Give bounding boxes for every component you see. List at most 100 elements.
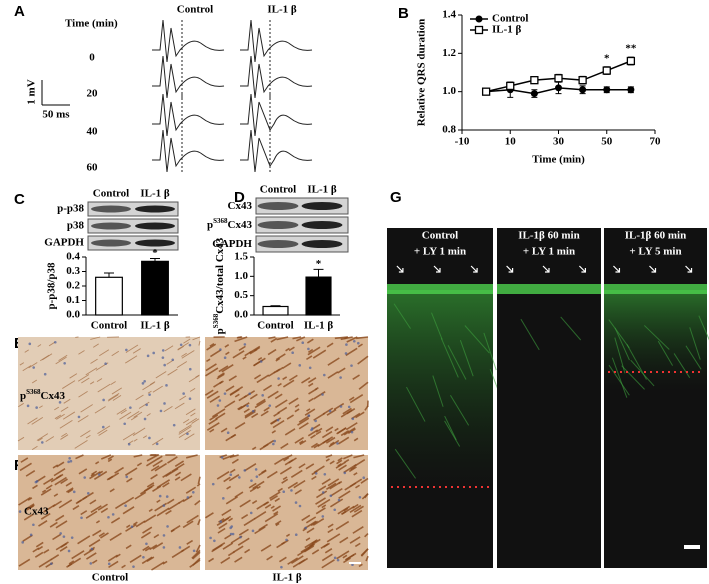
arrow <box>685 265 693 273</box>
blot-band <box>301 202 343 210</box>
texture <box>132 427 146 436</box>
texture <box>40 512 51 520</box>
texture <box>275 353 286 361</box>
texture <box>114 466 124 474</box>
texture <box>282 376 288 381</box>
texture <box>124 355 138 364</box>
ecg-trace <box>152 129 225 173</box>
time-row-label: 0 <box>89 52 95 64</box>
nucleus <box>83 476 87 479</box>
marker <box>578 76 587 85</box>
texture <box>321 559 335 569</box>
texture <box>93 343 99 348</box>
texture <box>220 556 231 564</box>
texture <box>329 498 344 508</box>
texture <box>267 348 277 356</box>
y-tick-label: 0.4 <box>66 251 80 263</box>
texture <box>264 503 272 509</box>
y-tick-label: 0.3 <box>66 265 80 277</box>
surface-signal <box>497 284 601 294</box>
texture <box>97 425 111 434</box>
texture <box>71 550 85 560</box>
texture <box>238 528 249 536</box>
texture <box>154 462 167 472</box>
texture <box>162 482 170 488</box>
texture <box>89 471 101 480</box>
texture <box>304 408 316 416</box>
texture <box>317 438 330 448</box>
texture <box>336 550 350 560</box>
arrow <box>649 265 657 273</box>
texture <box>132 521 138 526</box>
texture <box>351 509 363 518</box>
texture <box>307 348 314 353</box>
texture <box>251 412 259 419</box>
texture <box>221 363 234 373</box>
nucleus <box>213 539 216 543</box>
nucleus <box>339 376 342 379</box>
texture <box>261 469 267 474</box>
blot-row-label: pS368Cx43 <box>207 217 252 231</box>
texture <box>308 382 314 387</box>
blot-column: Control <box>260 184 296 196</box>
marker <box>627 86 635 94</box>
texture <box>286 414 294 420</box>
nucleus <box>229 473 233 476</box>
texture <box>216 373 225 380</box>
texture <box>251 499 258 505</box>
texture <box>283 456 290 462</box>
texture <box>336 459 343 465</box>
texture <box>349 504 362 513</box>
nucleus <box>336 558 340 562</box>
texture <box>266 555 273 561</box>
texture <box>353 437 359 442</box>
texture <box>226 485 232 490</box>
nucleus <box>163 402 166 405</box>
significance: * <box>152 247 158 259</box>
texture <box>316 490 328 499</box>
texture <box>135 520 146 528</box>
texture <box>144 546 151 552</box>
nucleus <box>328 409 332 413</box>
blot-band <box>257 240 299 248</box>
texture <box>228 375 237 382</box>
time-row-label: 60 <box>87 162 99 174</box>
texture <box>65 481 73 487</box>
texture <box>325 454 333 459</box>
texture <box>334 427 339 432</box>
texture <box>50 473 64 483</box>
blot-band <box>257 202 299 210</box>
nucleus <box>32 523 35 527</box>
texture <box>143 484 155 492</box>
legend-marker <box>474 25 484 35</box>
y-tick-label: 1.2 <box>442 47 456 59</box>
texture <box>274 399 288 409</box>
texture <box>325 436 336 444</box>
nucleus <box>243 343 247 346</box>
texture <box>92 529 102 537</box>
texture <box>31 445 38 450</box>
texture <box>258 523 268 531</box>
texture <box>197 476 201 485</box>
ecg-trace <box>152 55 225 99</box>
nucleus <box>86 492 90 495</box>
texture <box>237 336 242 339</box>
texture <box>288 346 295 352</box>
dye-fiber <box>657 340 674 366</box>
nucleus <box>294 533 298 537</box>
texture <box>174 476 181 481</box>
texture <box>306 338 314 344</box>
texture <box>287 557 299 565</box>
texture <box>327 523 334 529</box>
texture <box>225 433 236 442</box>
nucleus <box>222 497 225 500</box>
marker <box>481 87 491 96</box>
y-axis-label-base: p <box>214 328 226 334</box>
dye-fiber <box>608 319 630 349</box>
texture <box>360 477 369 484</box>
nucleus <box>26 404 30 408</box>
texture <box>38 520 48 527</box>
texture <box>317 498 331 508</box>
nucleus <box>165 384 168 387</box>
texture <box>89 381 95 385</box>
